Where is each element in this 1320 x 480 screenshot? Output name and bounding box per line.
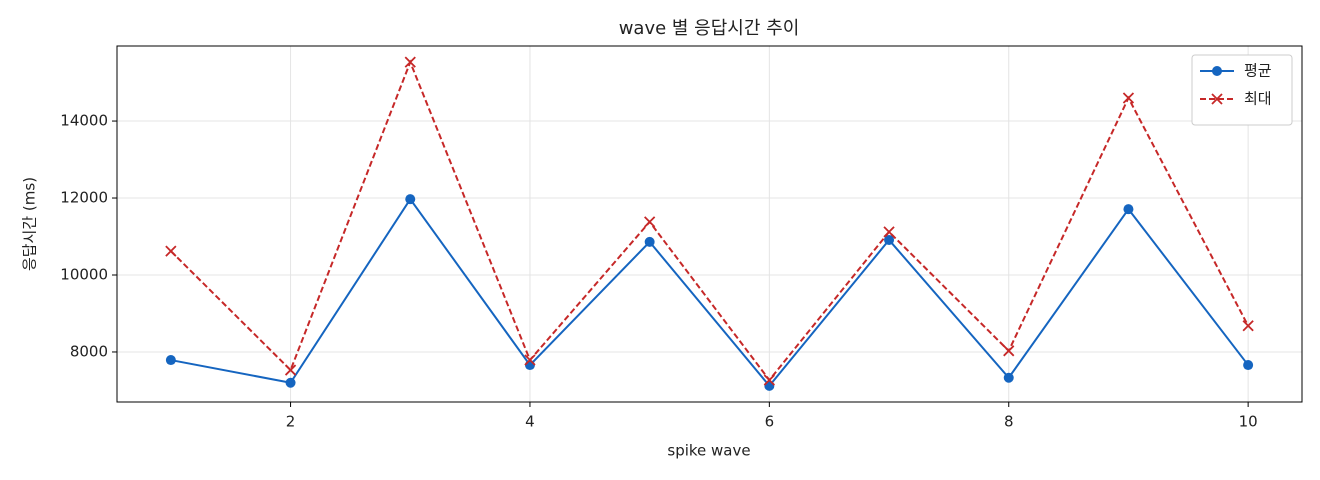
marker xyxy=(404,56,416,68)
marker xyxy=(165,355,176,366)
marker xyxy=(1211,93,1223,105)
series-line xyxy=(170,59,1250,382)
marker xyxy=(1243,360,1254,371)
y-tick-label: 8000 xyxy=(70,342,108,360)
y-axis-label: 응답시간 (ms) xyxy=(21,177,39,271)
legend-box xyxy=(1191,54,1293,126)
marker-stroke xyxy=(1242,320,1254,332)
marker-stroke xyxy=(1211,93,1223,105)
marker xyxy=(1003,372,1014,383)
marker xyxy=(524,354,536,366)
x-tick-label: 6 xyxy=(765,413,775,431)
marker-stroke xyxy=(404,56,416,68)
marker xyxy=(284,364,297,376)
marker xyxy=(1122,92,1135,104)
marker xyxy=(1242,320,1254,332)
x-tick-label: 2 xyxy=(286,413,296,431)
marker xyxy=(405,194,416,205)
marker xyxy=(1003,345,1015,357)
legend-label: 최대 xyxy=(1244,90,1272,108)
marker xyxy=(644,216,656,228)
x-tick-label: 10 xyxy=(1239,413,1258,431)
legend-label: 평균 xyxy=(1244,62,1272,80)
y-tick-label: 12000 xyxy=(60,189,108,207)
marker xyxy=(165,245,177,257)
marker xyxy=(884,234,895,245)
marker-stroke xyxy=(763,374,775,386)
marker-stroke xyxy=(1122,92,1135,104)
marker-stroke xyxy=(1003,345,1015,357)
marker-stroke xyxy=(165,245,177,257)
marker-stroke xyxy=(644,216,656,228)
marker xyxy=(763,374,775,386)
marker xyxy=(644,236,655,247)
marker xyxy=(1212,66,1222,76)
x-axis-label: spike wave xyxy=(667,442,750,460)
chart-title: wave 별 응답시간 추이 xyxy=(619,18,800,39)
marker xyxy=(1123,204,1134,215)
y-tick-label: 14000 xyxy=(60,112,108,130)
x-tick-label: 8 xyxy=(1004,413,1014,431)
plot-frame xyxy=(116,45,1303,403)
marker xyxy=(285,377,296,388)
y-tick-label: 10000 xyxy=(60,265,108,283)
series-line xyxy=(170,197,1249,388)
marker xyxy=(883,226,895,238)
x-tick-label: 4 xyxy=(525,413,535,431)
marker-stroke xyxy=(524,354,536,366)
marker-stroke xyxy=(883,226,895,238)
marker-stroke xyxy=(284,364,297,376)
